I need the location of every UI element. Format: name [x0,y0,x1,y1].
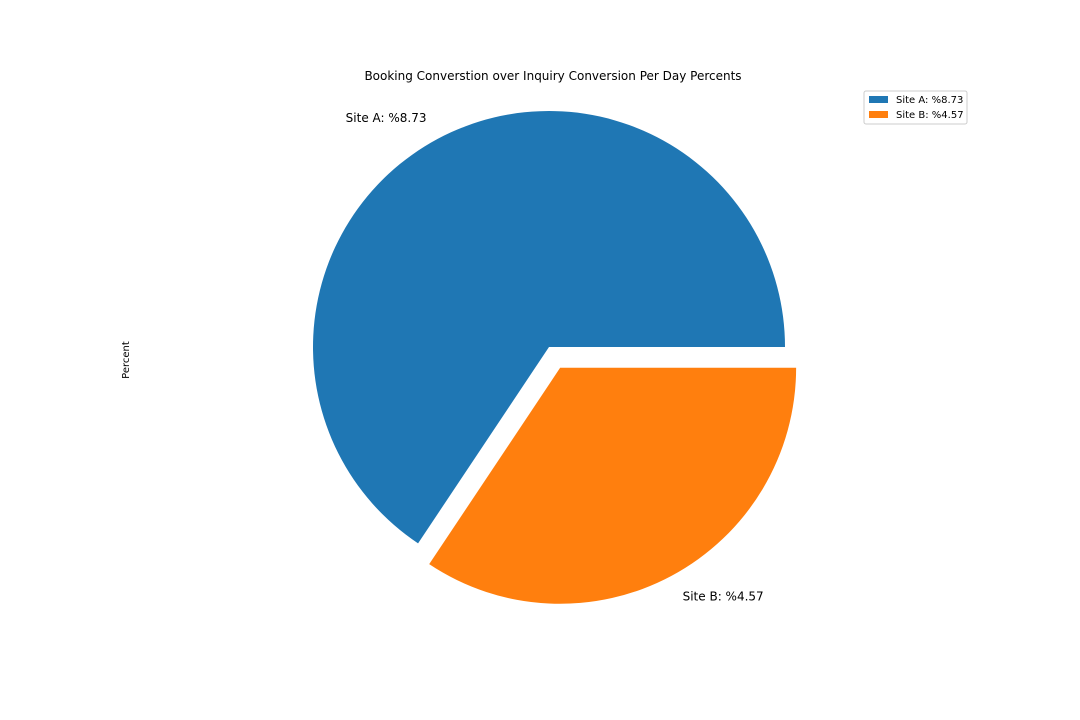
chart-title: Booking Converstion over Inquiry Convers… [364,69,741,83]
pie-slices [312,111,797,604]
slice-label-site-a: Site A: %8.73 [346,111,427,125]
pie-slice-site-b [429,367,797,604]
legend-frame [863,90,968,125]
legend: Site A: %8.73 Site B: %4.57 [863,90,968,125]
legend-label-site-b: Site B: %4.57 [896,110,964,121]
slice-label-site-b: Site B: %4.57 [683,590,764,604]
pie-slice-site-a [312,111,785,544]
legend-swatch-site-a [869,96,888,103]
legend-swatch-site-b [869,111,888,118]
pie-slice-labels: Site A: %8.73 Site B: %4.57 [346,111,764,604]
legend-label-site-a: Site A: %8.73 [896,95,963,106]
y-axis-label: Percent [121,341,132,379]
